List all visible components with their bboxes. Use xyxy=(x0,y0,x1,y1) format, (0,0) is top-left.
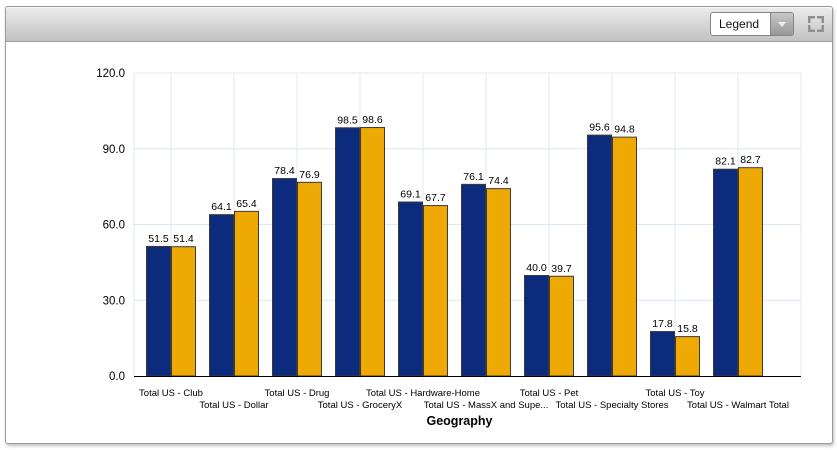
value-label: 15.8 xyxy=(677,323,698,335)
value-label: 69.1 xyxy=(400,189,421,201)
bar-segment[interactable] xyxy=(209,214,234,377)
bar-segment[interactable] xyxy=(335,127,360,377)
maximize-button[interactable] xyxy=(806,14,826,34)
value-label: 51.5 xyxy=(148,233,169,245)
x-tick-label: Total US - Hardware-Home xyxy=(366,388,480,399)
bar-segment[interactable] xyxy=(587,134,612,377)
chevron-down-icon xyxy=(778,21,786,27)
value-label: 74.4 xyxy=(488,175,509,187)
value-label: 95.6 xyxy=(589,122,610,134)
bar-segment[interactable] xyxy=(486,188,511,377)
bar-segment[interactable] xyxy=(360,127,385,377)
value-label: 94.8 xyxy=(614,124,635,136)
bar-segment[interactable] xyxy=(297,181,322,377)
bar-segment[interactable] xyxy=(398,201,423,377)
bar-segment[interactable] xyxy=(171,246,196,377)
value-label: 76.1 xyxy=(463,171,484,183)
x-tick-label: Total US - MassX and Supe... xyxy=(424,400,549,411)
value-label: 98.6 xyxy=(362,114,383,126)
bar-segment[interactable] xyxy=(612,136,637,377)
legend-dropdown-value: Legend xyxy=(719,17,760,31)
bar-segment[interactable] xyxy=(272,178,297,377)
x-tick-label: Total US - Specialty Stores xyxy=(556,400,669,411)
chart-area: 51.5 64.1 78.4 98.5 69.1 76.1 40.0 95.6 17.8 82.1… xyxy=(6,42,830,441)
x-axis-title: Geography xyxy=(427,414,493,428)
bar-segment[interactable] xyxy=(650,331,675,377)
x-tick-label: Total US - Dollar xyxy=(199,400,268,411)
y-tick-label: 0.0 xyxy=(109,371,125,383)
bar-segment[interactable] xyxy=(146,245,171,377)
value-label: 65.4 xyxy=(236,198,257,210)
value-label: 17.8 xyxy=(652,318,673,330)
x-tick-label: Total US - GroceryX xyxy=(318,400,403,411)
value-label: 40.0 xyxy=(526,262,547,274)
bar-chart: 51.5 64.1 78.4 98.5 69.1 76.1 40.0 95.6 17.8 82.1… xyxy=(96,68,802,428)
x-tick-label: Total US - Toy xyxy=(646,388,705,399)
bar-segment[interactable] xyxy=(524,275,549,377)
value-label: 64.1 xyxy=(211,201,232,213)
bar-segment[interactable] xyxy=(461,183,486,377)
chart-toolbar: Legend xyxy=(6,7,832,42)
maximize-icon xyxy=(808,16,824,32)
x-tick-label: Total US - Drug xyxy=(265,388,330,399)
value-label: 67.7 xyxy=(425,192,446,204)
value-label: 78.4 xyxy=(274,165,295,177)
bar-segment[interactable] xyxy=(549,275,574,377)
value-label: 98.5 xyxy=(337,114,358,126)
value-label: 76.9 xyxy=(299,169,320,181)
y-tick-label: 60.0 xyxy=(103,220,125,232)
chart-widget: Legend 51.5 64.1 78.4 98.5 69.1 76.1 40.0 95.6 1… xyxy=(5,6,833,444)
bar-segment[interactable] xyxy=(675,336,700,377)
x-tick-label: Total US - Walmart Total xyxy=(687,400,789,411)
x-tick-label: Total US - Club xyxy=(139,388,203,399)
legend-dropdown-arrow-button[interactable] xyxy=(770,13,793,35)
y-tick-label: 90.0 xyxy=(103,144,125,156)
legend-dropdown[interactable]: Legend xyxy=(710,12,794,36)
bar-segment[interactable] xyxy=(423,205,448,377)
bar-segment[interactable] xyxy=(234,210,259,377)
y-tick-label: 30.0 xyxy=(103,295,125,307)
value-label: 82.7 xyxy=(740,154,761,166)
value-label: 82.1 xyxy=(715,156,736,168)
y-tick-label: 120.0 xyxy=(96,68,125,80)
bar-segment[interactable] xyxy=(738,167,763,377)
x-tick-label: Total US - Pet xyxy=(520,388,579,399)
bar-segment[interactable] xyxy=(713,168,738,377)
value-label: 39.7 xyxy=(551,263,572,275)
value-label: 51.4 xyxy=(173,233,194,245)
